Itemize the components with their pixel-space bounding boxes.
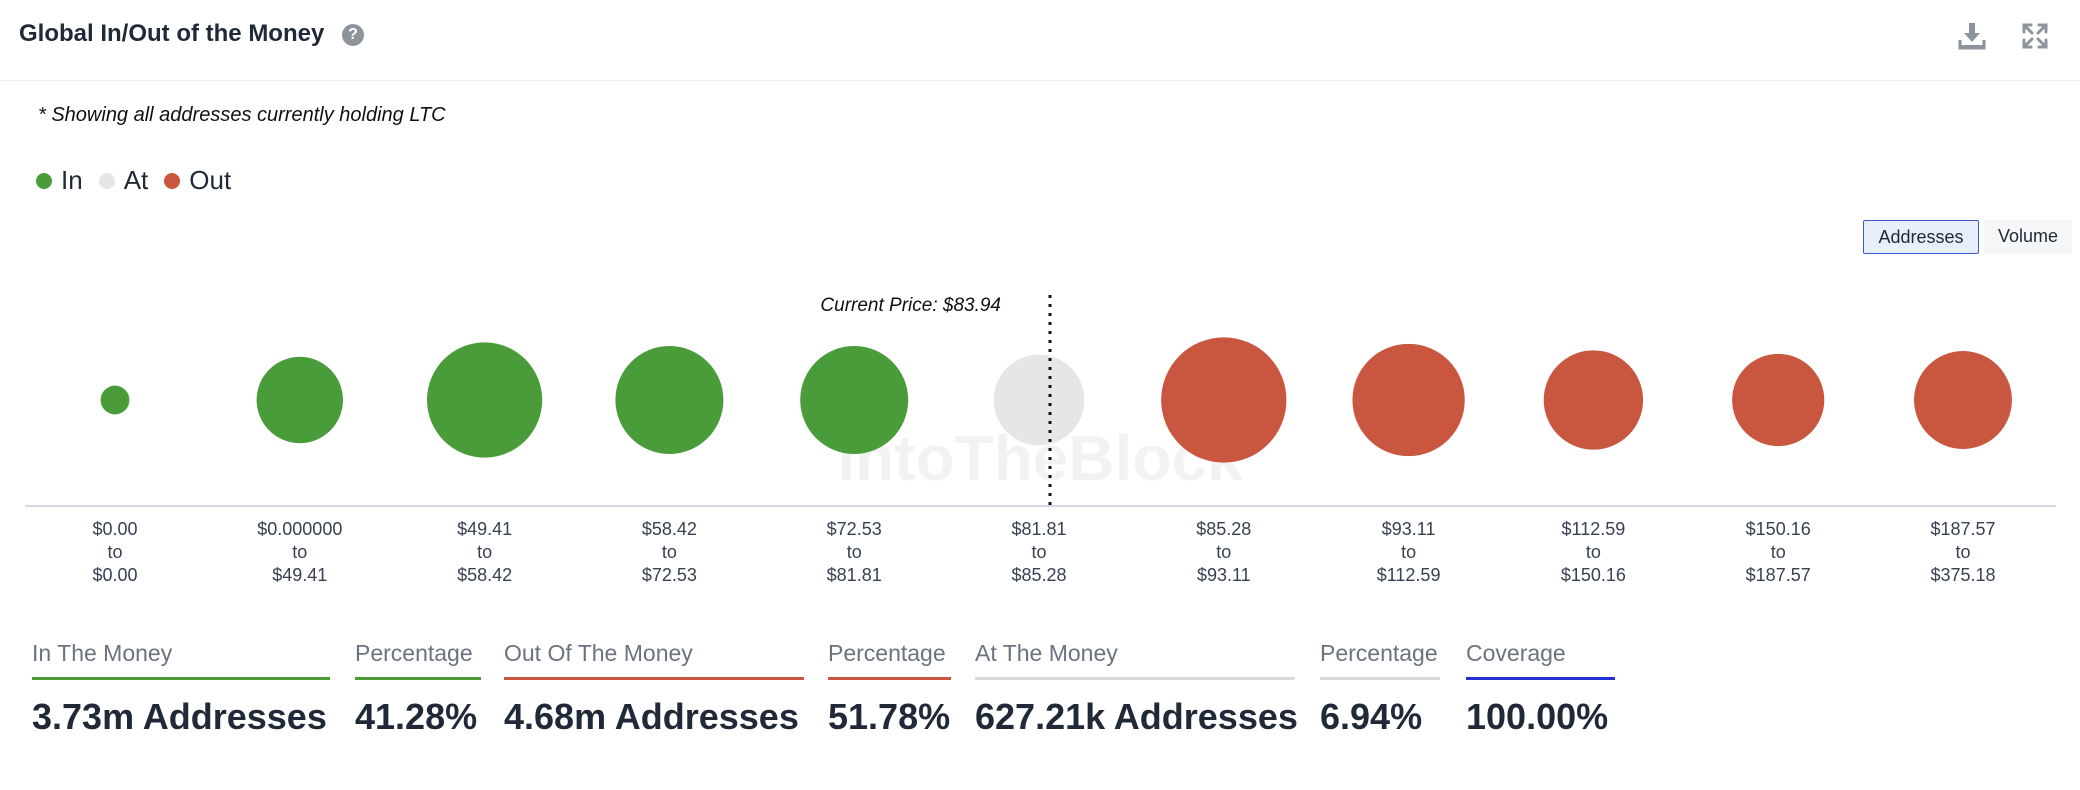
tick-label-high: $150.16 [1561,565,1626,585]
tick-label-connector: to [662,542,677,562]
stat-label: At The Money [975,640,1118,666]
tick-label-connector: to [1216,542,1231,562]
stat-underline [975,677,1295,680]
stat-value: 100.00% [1466,696,1609,737]
bubble-in [100,385,130,415]
stat-label: Percentage [828,640,946,666]
tick-label-high: $81.81 [827,565,882,585]
tick-label-connector: to [477,542,492,562]
tick-label-high: $58.42 [457,565,512,585]
bubble-at [993,354,1085,446]
stat-value: 51.78% [828,696,951,737]
chart-legend: In At Out [36,165,247,196]
legend-label-at: At [123,165,149,195]
stat-in-percentage: Percentage 41.28% [355,640,481,738]
tick-label-high: $72.53 [642,565,697,585]
stat-label: Percentage [355,640,473,666]
stat-underline [828,677,951,680]
stat-underline [1466,677,1615,680]
tick-label-connector: to [1955,542,1970,562]
stat-underline [32,677,330,680]
tick-label-connector: to [1031,542,1046,562]
stat-label: Percentage [1320,640,1438,666]
tick-label-low: $112.59 [1562,519,1626,539]
tick-label-high: $0.00 [92,565,137,585]
panel-header: Global In/Out of the Money ? [0,0,2080,81]
legend-item-out[interactable]: Out [164,165,231,196]
stat-value: 3.73m Addresses [32,696,327,737]
download-icon[interactable] [1956,20,1988,52]
stat-coverage: Coverage 100.00% [1466,640,1615,738]
volume-toggle-button[interactable]: Volume [1984,220,2072,254]
tick-label-high: $93.11 [1197,565,1251,585]
stat-value: 627.21k Addresses [975,696,1298,737]
stat-value: 6.94% [1320,696,1423,737]
stat-at-the-money: At The Money 627.21k Addresses [975,640,1298,738]
tick-label-high: $85.28 [1011,565,1066,585]
legend-dot-at [98,172,115,189]
bubble-in [256,356,343,444]
stat-label: Out Of The Money [504,640,693,666]
stat-label: Coverage [1466,640,1566,666]
tick-label-connector: to [1771,542,1786,562]
tick-label-low: $58.42 [642,519,697,539]
tick-label-low: $49.41 [457,519,512,539]
tick-label-low: $72.53 [827,519,882,539]
stat-at-percentage: Percentage 6.94% [1320,640,1440,738]
legend-item-at[interactable]: At [98,165,149,196]
tick-label-high: $49.41 [272,565,327,585]
stat-underline [504,677,804,680]
stat-underline [1320,677,1440,680]
tick-label-high: $375.18 [1930,565,1995,585]
current-price-label: Current Price: $83.94 [820,295,1001,316]
tick-label-high: $187.57 [1746,565,1811,585]
page-title: Global In/Out of the Money [19,20,325,47]
tick-label-connector: to [1401,542,1416,562]
bubble-out [1914,351,2012,449]
stat-value: 41.28% [355,696,478,737]
stat-out-percentage: Percentage 51.78% [828,640,951,738]
tick-label-low: $81.81 [1011,519,1066,539]
tick-label-high: $112.59 [1377,565,1441,585]
legend-label-out: Out [189,165,232,195]
tick-label-connector: to [1586,542,1601,562]
bubble-in [800,346,909,454]
tick-label-low: $187.57 [1930,519,1995,539]
bubble-out [1161,337,1287,463]
legend-label-in: In [61,165,83,195]
bubble-out [1352,343,1465,457]
tick-label-low: $85.28 [1196,519,1251,539]
bubble-in [427,342,543,458]
help-icon[interactable]: ? [342,24,364,46]
subtitle-note: * Showing all addresses currently holdin… [38,104,446,126]
bubble-out [1732,353,1825,447]
tick-label-connector: to [292,542,307,562]
expand-icon[interactable] [2019,20,2051,52]
stat-value: 4.68m Addresses [504,696,799,737]
tick-label-low: $150.16 [1746,519,1811,539]
legend-dot-in [36,172,52,189]
tick-label-connector: to [847,542,862,562]
legend-item-in[interactable]: In [36,165,83,196]
addresses-toggle-button[interactable]: Addresses [1863,220,1979,254]
stat-underline [355,677,481,680]
tick-label-connector: to [107,542,122,562]
bubble-in [615,346,724,454]
stat-in-the-money: In The Money 3.73m Addresses [32,640,330,738]
legend-dot-out [164,172,181,189]
tick-label-low: $0.00 [92,519,137,539]
stat-out-of-the-money: Out Of The Money 4.68m Addresses [504,640,804,738]
bubble-chart: IntoTheBlock$0.00to$0.00$0.000000to$49.4… [25,295,2056,585]
tick-label-low: $0.000000 [257,519,342,539]
bubble-out [1543,350,1644,450]
stat-label: In The Money [32,640,173,666]
tick-label-low: $93.11 [1382,519,1436,539]
